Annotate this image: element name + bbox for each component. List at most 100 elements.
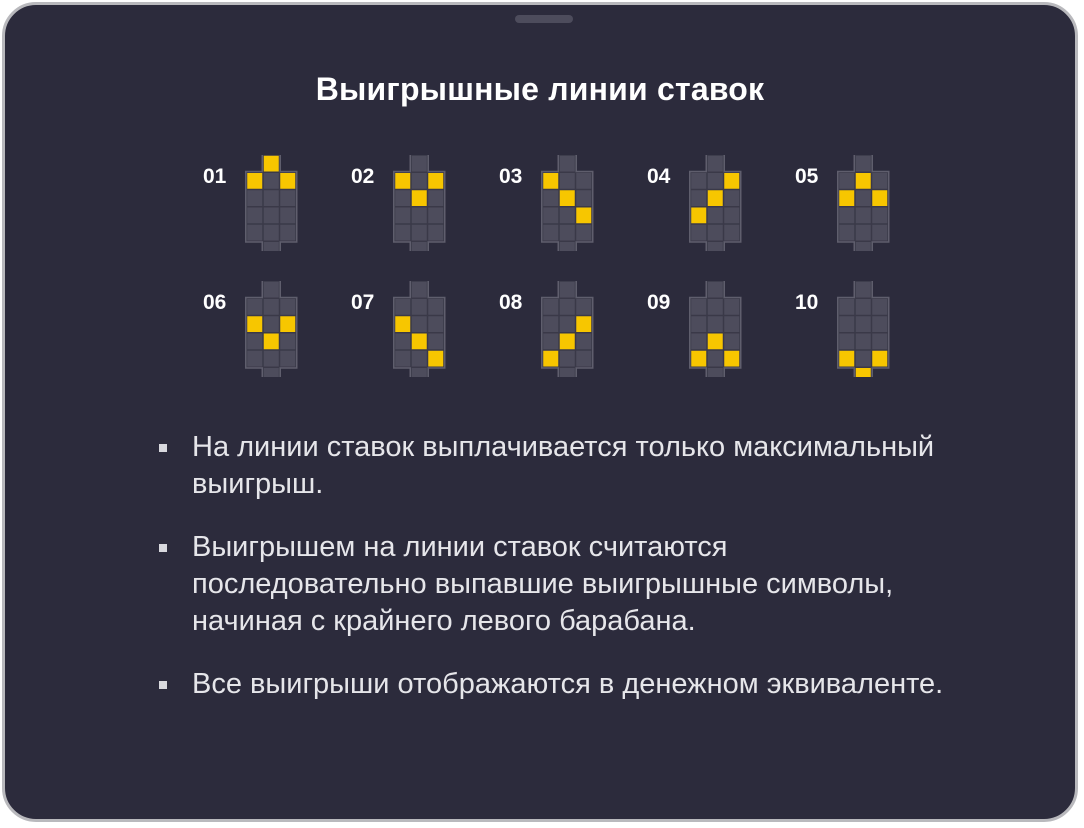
payline-cell xyxy=(691,299,707,315)
payline-cell-highlighted xyxy=(543,350,559,367)
payline-cell xyxy=(707,316,723,332)
payline-cell xyxy=(839,316,855,332)
payline-cell xyxy=(280,299,296,315)
dialog-title: Выигрышные линии ставок xyxy=(315,71,765,107)
payline-cell xyxy=(263,242,279,251)
payline-pattern xyxy=(689,281,742,377)
payline-cell xyxy=(395,350,411,367)
payline-cell xyxy=(263,224,279,241)
payline-cell xyxy=(263,368,279,377)
payline-cell xyxy=(559,281,575,298)
payline-cell xyxy=(543,190,559,206)
payline-cell xyxy=(411,368,427,377)
payline-cell xyxy=(559,316,575,332)
payline-cell xyxy=(263,190,279,206)
payline-cell xyxy=(707,155,723,172)
payline-cell xyxy=(855,155,871,172)
payline-cell-highlighted xyxy=(576,316,592,332)
payline-cell xyxy=(691,316,707,332)
payline-cell xyxy=(428,207,444,224)
payline-cell xyxy=(559,155,575,172)
payline-cell-highlighted xyxy=(691,350,707,367)
payline-cell-highlighted xyxy=(839,350,855,367)
payline-cell-highlighted xyxy=(872,350,888,367)
rule-item: Выигрышем на линии ставок считаются посл… xyxy=(155,529,955,640)
payline-cell-highlighted xyxy=(724,173,740,189)
payline-number: 02 xyxy=(351,165,375,188)
payline-cell-highlighted xyxy=(707,190,723,206)
payline-cell xyxy=(559,224,575,241)
payline-cell xyxy=(855,350,871,367)
payline-cell xyxy=(263,299,279,315)
payline-cell xyxy=(724,333,740,350)
payline-cell xyxy=(543,299,559,315)
payline-cell xyxy=(724,224,740,241)
payline-cell xyxy=(559,299,575,315)
payline-cell xyxy=(855,207,871,224)
payline-cell xyxy=(559,368,575,377)
payline-cell xyxy=(263,207,279,224)
payline-cell xyxy=(411,207,427,224)
payline-cell xyxy=(839,299,855,315)
payline-cell-highlighted xyxy=(872,190,888,206)
payline-cell xyxy=(247,350,263,367)
payline-cell xyxy=(707,281,723,298)
payline-cell-highlighted xyxy=(543,173,559,189)
payline-cell-highlighted xyxy=(559,190,575,206)
payline-cell-highlighted xyxy=(855,173,871,189)
payline-cell xyxy=(872,299,888,315)
rules-list: На линии ставок выплачивается только мак… xyxy=(155,429,955,729)
payline-pattern xyxy=(541,281,594,377)
payline-cell-highlighted xyxy=(411,190,427,206)
payline-cell xyxy=(576,333,592,350)
payline-cell xyxy=(395,224,411,241)
payline-cell xyxy=(576,190,592,206)
payline-cell xyxy=(855,190,871,206)
payline-pattern xyxy=(393,281,446,377)
payline-cell-highlighted xyxy=(395,173,411,189)
payline-cell-highlighted xyxy=(428,350,444,367)
payline-cell-highlighted xyxy=(428,173,444,189)
payline-pattern xyxy=(541,155,594,251)
payline-cell xyxy=(411,173,427,189)
rule-item: Все выигрыши отображаются в денежном экв… xyxy=(155,666,955,703)
payline-cell xyxy=(280,190,296,206)
payline-cell xyxy=(839,333,855,350)
drag-handle[interactable] xyxy=(515,15,573,23)
payline-cell xyxy=(855,316,871,332)
payline-04: 04 xyxy=(647,155,777,251)
payline-cell xyxy=(724,207,740,224)
payline-cell xyxy=(559,350,575,367)
payline-pattern xyxy=(689,155,742,251)
payline-cell xyxy=(411,299,427,315)
payline-cell xyxy=(395,299,411,315)
payline-cell xyxy=(411,350,427,367)
payline-07: 07 xyxy=(351,281,481,377)
payline-02: 02 xyxy=(351,155,481,251)
payline-cell-highlighted xyxy=(247,173,263,189)
payline-cell xyxy=(576,350,592,367)
rule-item: На линии ставок выплачивается только мак… xyxy=(155,429,955,503)
payline-cell xyxy=(247,333,263,350)
payline-cell xyxy=(855,224,871,241)
payline-cell-highlighted xyxy=(691,207,707,224)
payline-cell xyxy=(855,242,871,251)
payline-cell xyxy=(395,190,411,206)
payline-cell xyxy=(411,281,427,298)
payline-cell xyxy=(855,281,871,298)
payline-cell xyxy=(428,333,444,350)
payline-cell xyxy=(839,224,855,241)
payline-pattern xyxy=(837,155,890,251)
payline-cell xyxy=(411,155,427,172)
payline-cell xyxy=(691,333,707,350)
payline-cell xyxy=(724,316,740,332)
bullet-icon xyxy=(159,681,167,689)
payline-cell xyxy=(543,316,559,332)
payline-cell xyxy=(263,350,279,367)
rule-text: Выигрышем на линии ставок считаются посл… xyxy=(192,531,894,637)
payline-number: 10 xyxy=(795,291,819,314)
bullet-icon xyxy=(159,444,167,452)
payline-cell xyxy=(872,316,888,332)
payline-cell xyxy=(280,333,296,350)
